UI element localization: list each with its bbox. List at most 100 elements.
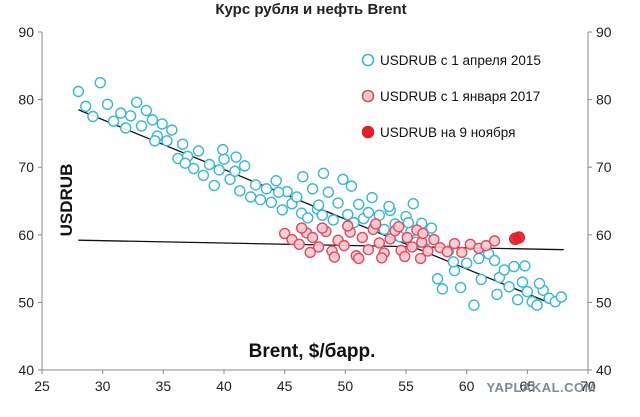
data-point [230, 151, 242, 163]
data-point [149, 135, 161, 147]
data-point [192, 145, 205, 157]
data-point [270, 175, 282, 187]
y-tick-label-right: 90 [596, 24, 612, 40]
x-tick-label: 25 [34, 378, 50, 394]
data-point [278, 227, 291, 240]
data-point [302, 212, 314, 224]
data-point [342, 220, 354, 232]
data-point [473, 252, 485, 265]
x-tick-label: 40 [216, 378, 232, 394]
data-point [362, 243, 375, 256]
data-point [456, 246, 468, 259]
data-point [378, 223, 390, 236]
y-tick-label-right: 40 [596, 362, 612, 378]
data-point [508, 260, 520, 273]
data-point [249, 179, 262, 191]
y-axis-title: USDRUB [57, 164, 76, 237]
y-tick-label: 40 [18, 362, 34, 378]
data-point [383, 200, 395, 213]
watermark-text: YAPLAKAL.COM [486, 380, 596, 395]
x-tick-label: 60 [459, 378, 475, 394]
data-point [79, 100, 92, 113]
data-point [352, 198, 365, 211]
legend-label: USDRUB на 9 ноября [380, 125, 515, 140]
data-point [498, 264, 510, 276]
data-point [342, 208, 354, 221]
data-point [306, 231, 319, 244]
data-point [417, 227, 429, 240]
data-points [72, 76, 568, 311]
data-point [345, 180, 358, 192]
data-point [87, 110, 99, 123]
data-point [328, 251, 341, 263]
y-tick-label-right: 80 [596, 92, 612, 108]
data-point [488, 254, 501, 267]
x-axis-title: Brent, $/барр. [249, 341, 376, 362]
data-point [384, 233, 396, 245]
data-point [161, 135, 173, 147]
data-point [338, 239, 350, 252]
x-tick-label: 65 [520, 378, 536, 394]
data-point [260, 183, 273, 195]
legend-marker [361, 53, 375, 67]
data-point [441, 245, 453, 258]
y-tick-label: 50 [18, 294, 34, 310]
data-point [135, 120, 148, 132]
data-point [254, 193, 267, 206]
data-point [107, 115, 120, 127]
y-tick-label: 60 [18, 227, 34, 243]
data-point [332, 197, 344, 209]
y-tick-label: 70 [18, 159, 34, 175]
data-point [316, 209, 328, 221]
data-point [187, 162, 200, 175]
data-point [402, 216, 415, 229]
data-point [166, 124, 178, 136]
data-point [179, 157, 191, 169]
data-point [304, 246, 316, 259]
data-point [146, 114, 159, 126]
data-point [217, 143, 229, 156]
data-point [101, 98, 114, 111]
data-point [531, 299, 543, 311]
data-point [238, 160, 251, 172]
data-point [208, 179, 220, 192]
data-point [503, 281, 515, 293]
data-point [317, 167, 330, 179]
data-point [295, 222, 308, 234]
data-point [491, 288, 503, 300]
y-tick-label-right: 60 [596, 227, 612, 243]
data-point [272, 186, 285, 198]
x-tick-label: 50 [338, 378, 354, 394]
data-point [369, 218, 382, 230]
data-point [224, 173, 236, 186]
data-point [115, 107, 127, 119]
data-point [511, 293, 524, 306]
data-point [399, 250, 411, 263]
data-point [362, 206, 375, 219]
data-point [431, 273, 444, 285]
data-point [366, 191, 378, 204]
data-point [414, 252, 427, 265]
data-point [460, 257, 473, 269]
data-point [555, 291, 568, 303]
data-point [519, 260, 531, 272]
legend-label: USDRUB с 1 января 2017 [380, 89, 540, 104]
data-point [244, 191, 257, 203]
data-point [447, 256, 460, 268]
x-tick-label: 55 [398, 378, 414, 394]
data-point [218, 153, 230, 165]
data-point [436, 283, 449, 295]
legend-marker [361, 125, 375, 139]
legend-marker [361, 89, 375, 103]
data-point [234, 185, 246, 197]
data-point [293, 238, 305, 250]
data-point [516, 276, 529, 288]
data-point [177, 138, 189, 150]
data-point [297, 170, 309, 183]
data-point [140, 104, 153, 117]
data-point [393, 220, 405, 233]
data-point [327, 214, 339, 226]
data-point [468, 299, 480, 311]
